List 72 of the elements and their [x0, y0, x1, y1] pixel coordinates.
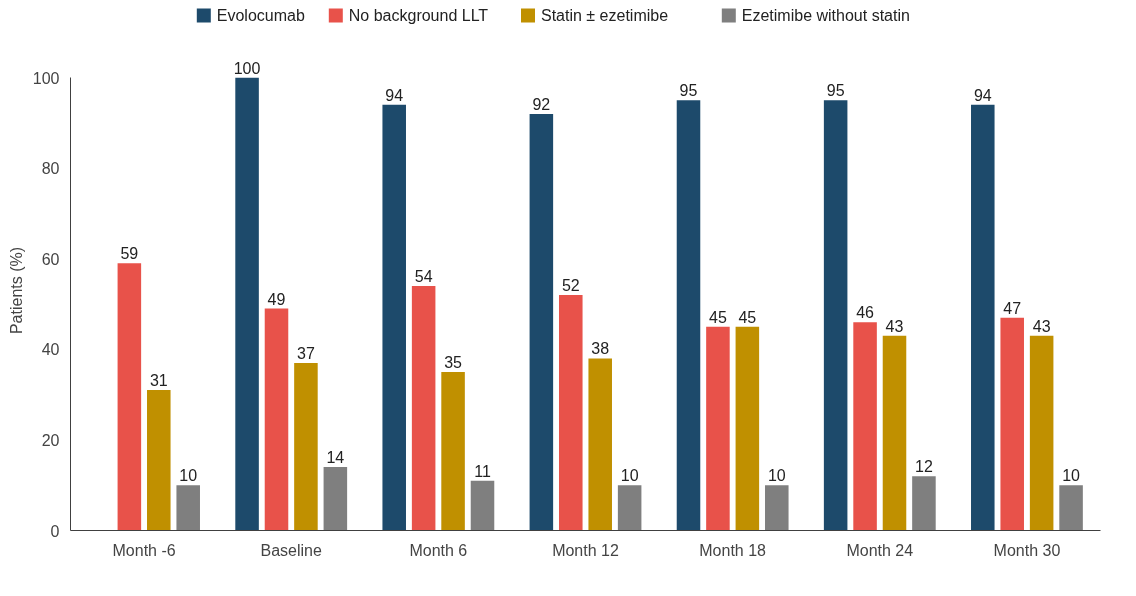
data-label: 52	[561, 277, 580, 295]
y-tick-label: 60	[41, 250, 60, 268]
x-tick-label: Month 12	[552, 541, 619, 559]
y-tick-label: 80	[41, 160, 60, 178]
bar	[765, 485, 789, 531]
data-label: 94	[973, 86, 992, 104]
data-label: 10	[179, 467, 198, 485]
x-tick-label: Month 30	[993, 541, 1061, 559]
data-label: 14	[326, 449, 345, 467]
data-label: 100	[233, 59, 261, 77]
data-label: 12	[915, 458, 933, 476]
bar	[529, 113, 554, 531]
bar	[147, 390, 171, 531]
y-axis-title: Patients (%)	[7, 246, 25, 335]
bar	[323, 467, 348, 531]
bar	[882, 335, 907, 531]
bar	[1029, 335, 1054, 531]
data-label: 54	[414, 267, 433, 285]
data-label: 31	[149, 372, 168, 390]
bar	[117, 263, 142, 531]
data-label: 49	[267, 290, 286, 308]
y-tick-label: 20	[41, 431, 60, 449]
bar	[823, 100, 848, 531]
bar	[559, 295, 583, 531]
data-label: 38	[591, 340, 610, 358]
data-label: 45	[738, 308, 757, 326]
bar	[706, 326, 730, 531]
data-label: 95	[679, 82, 698, 100]
bar	[1000, 317, 1024, 531]
bar	[735, 326, 760, 531]
data-label: 47	[1003, 299, 1022, 317]
bar	[382, 104, 406, 531]
data-label: 10	[1062, 467, 1081, 485]
data-label: 95	[826, 82, 845, 100]
y-tick-label: 40	[41, 341, 60, 359]
x-tick-label: Month -6	[112, 541, 176, 559]
y-tick-label: 100	[32, 69, 60, 87]
bar	[676, 100, 701, 531]
data-label: 43	[1032, 317, 1051, 335]
bar	[470, 480, 495, 531]
x-tick-label: Month 18	[699, 541, 767, 559]
legend-label: Ezetimibe without statin	[741, 7, 910, 24]
bar	[912, 476, 936, 531]
bar	[441, 372, 465, 531]
legend-label: Evolocumab	[216, 7, 305, 24]
data-label: 43	[885, 317, 904, 335]
data-label: 92	[532, 95, 551, 113]
bar	[294, 362, 318, 531]
bar	[176, 485, 200, 531]
bar	[264, 308, 289, 531]
data-label: 35	[444, 354, 463, 372]
bar	[617, 485, 642, 531]
data-label: 59	[120, 245, 139, 263]
legend-label: Statin ± ezetimibe	[541, 7, 669, 24]
bar	[853, 322, 877, 531]
bar	[971, 104, 995, 531]
x-tick-label: Month 24	[846, 541, 914, 559]
bar	[1059, 485, 1083, 531]
bar	[588, 358, 612, 531]
x-tick-label: Month 6	[409, 541, 468, 559]
data-label: 10	[767, 467, 786, 485]
data-label: 10	[620, 467, 639, 485]
data-label: 37	[297, 344, 315, 362]
data-label: 94	[385, 86, 404, 104]
x-tick-label: Baseline	[260, 541, 322, 559]
data-label: 46	[856, 304, 875, 322]
y-tick-label: 0	[50, 522, 60, 540]
data-label: 45	[709, 308, 727, 326]
bar	[235, 77, 259, 531]
legend-label: No background LLT	[348, 7, 489, 24]
bar	[411, 285, 436, 531]
data-label: 11	[474, 462, 491, 480]
